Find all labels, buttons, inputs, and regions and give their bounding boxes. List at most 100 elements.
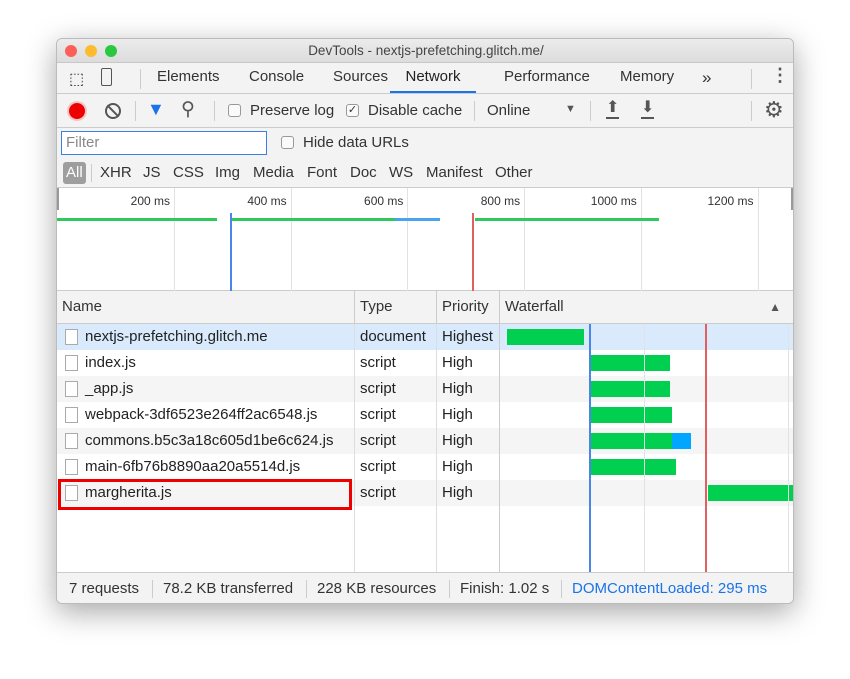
overview-gridline: [757, 188, 759, 291]
more-tabs-icon[interactable]: »: [702, 68, 712, 87]
request-priority: High: [442, 380, 473, 397]
waterfall-bar[interactable]: [591, 355, 670, 371]
request-name[interactable]: main-6fb76b8890aa20a5514d.js: [85, 458, 301, 475]
filter-row: Filter Hide data URLs: [57, 128, 793, 158]
type-filter-css[interactable]: CSS: [173, 164, 204, 181]
hide-data-urls-checkbox[interactable]: [281, 136, 294, 149]
request-type: script: [360, 458, 396, 475]
request-name[interactable]: webpack-3df6523e264ff2ac6548.js: [85, 406, 318, 423]
gear-icon[interactable]: ⚙: [764, 97, 784, 122]
file-icon: [65, 459, 78, 475]
column-header-waterfall[interactable]: Waterfall ▲: [500, 291, 793, 324]
overview-gridline: [407, 188, 409, 291]
request-name[interactable]: nextjs-prefetching.glitch.me: [85, 328, 268, 345]
divider: [152, 580, 153, 598]
overview-tick-label: 400 ms: [247, 194, 287, 208]
request-name[interactable]: commons.b5c3a18c605d1be6c624.js: [85, 432, 334, 449]
table-row[interactable]: main-6fb76b8890aa20a5514d.js script High: [57, 454, 793, 480]
hide-data-urls-label: Hide data URLs: [303, 134, 409, 151]
type-filter-media[interactable]: Media: [253, 164, 294, 181]
divider: [561, 580, 562, 598]
minimize-button[interactable]: [85, 45, 97, 57]
kebab-menu-icon[interactable]: ⋮: [771, 65, 789, 85]
overview-right-handle[interactable]: [791, 188, 793, 210]
tab-performance[interactable]: Performance: [504, 68, 590, 85]
import-har-icon[interactable]: ⬆: [606, 99, 620, 119]
request-type: script: [360, 484, 396, 501]
table-row[interactable]: commons.b5c3a18c605d1be6c624.js script H…: [57, 428, 793, 454]
clear-icon[interactable]: [105, 103, 121, 119]
network-toolbar: ▼ ⚲ Preserve log ✓ Disable cache Online …: [57, 94, 793, 128]
preserve-log-label: Preserve log: [250, 102, 335, 119]
column-divider: [436, 324, 437, 572]
waterfall-bar[interactable]: [591, 433, 672, 449]
waterfall-bar[interactable]: [708, 485, 793, 501]
overview-left-handle[interactable]: [57, 188, 59, 210]
divider: [590, 101, 591, 121]
preserve-log-checkbox[interactable]: [228, 104, 241, 117]
waterfall-gridline: [788, 324, 789, 572]
waterfall-bar[interactable]: [591, 459, 676, 475]
overview-gridline: [174, 188, 175, 291]
table-row[interactable]: index.js script High: [57, 350, 793, 376]
window-title: DevTools - nextjs-prefetching.glitch.me/: [308, 43, 544, 58]
waterfall-bar[interactable]: [507, 329, 584, 345]
status-bar: 7 requests 78.2 KB transferred 228 KB re…: [57, 572, 793, 603]
device-toolbar-icon[interactable]: [101, 68, 112, 86]
request-name[interactable]: margherita.js: [85, 484, 172, 501]
request-priority: High: [442, 354, 473, 371]
divider: [751, 69, 752, 89]
inspect-element-icon[interactable]: ⬚: [69, 71, 85, 88]
table-row[interactable]: nextjs-prefetching.glitch.me document Hi…: [57, 324, 793, 350]
type-filter-doc[interactable]: Doc: [350, 164, 377, 181]
disable-cache-checkbox[interactable]: ✓: [346, 104, 359, 117]
table-row[interactable]: margherita.js script High: [57, 480, 793, 506]
filter-input[interactable]: Filter: [61, 131, 267, 155]
record-icon[interactable]: [69, 103, 85, 119]
type-filter-all[interactable]: All: [63, 162, 86, 184]
type-filter-xhr[interactable]: XHR: [100, 164, 132, 181]
search-icon[interactable]: ⚲: [181, 99, 195, 120]
divider: [306, 580, 307, 598]
resource-type-filters: All XHR JS CSS Img Media Font Doc WS Manifest Othe…: [57, 158, 793, 188]
waterfall-download-bar[interactable]: [672, 433, 691, 449]
divider: [214, 101, 215, 121]
column-header-type[interactable]: Type: [355, 291, 437, 324]
request-type: script: [360, 380, 396, 397]
finish-time: Finish: 1.02 s: [460, 580, 550, 597]
column-divider: [354, 324, 355, 572]
type-filter-manifest[interactable]: Manifest: [426, 164, 483, 181]
close-button[interactable]: [65, 45, 77, 57]
tab-console[interactable]: Console: [249, 68, 305, 85]
type-filter-js[interactable]: JS: [143, 164, 161, 181]
overview-gridline: [290, 188, 292, 291]
type-filter-font[interactable]: Font: [307, 164, 338, 181]
chevron-down-icon[interactable]: ▼: [565, 103, 576, 115]
export-har-icon[interactable]: ⬇: [641, 99, 655, 119]
request-name[interactable]: _app.js: [85, 380, 134, 397]
transferred-size: 78.2 KB transferred: [163, 580, 294, 597]
column-header-priority[interactable]: Priority: [437, 291, 500, 324]
file-icon: [65, 407, 78, 423]
throttling-select[interactable]: Online: [487, 102, 531, 119]
overview-bar: [395, 218, 440, 221]
table-row[interactable]: _app.js script High: [57, 376, 793, 402]
request-name[interactable]: index.js: [85, 354, 136, 371]
table-row[interactable]: webpack-3df6523e264ff2ac6548.js script H…: [57, 402, 793, 428]
zoom-button[interactable]: [105, 45, 117, 57]
column-header-name[interactable]: Name: [57, 291, 355, 324]
divider: [135, 101, 136, 121]
type-filter-ws[interactable]: WS: [389, 164, 414, 181]
type-filter-other[interactable]: Other: [495, 164, 533, 181]
waterfall-bar[interactable]: [591, 381, 670, 397]
tab-network[interactable]: Network: [390, 63, 476, 93]
overview-tick-label: 1000 ms: [590, 194, 637, 208]
tab-elements[interactable]: Elements: [157, 68, 220, 85]
filter-icon[interactable]: ▼: [147, 99, 165, 119]
waterfall-bar[interactable]: [591, 407, 672, 423]
tab-sources[interactable]: Sources: [333, 68, 389, 85]
type-filter-img[interactable]: Img: [215, 164, 241, 181]
dcl-line: [589, 324, 591, 572]
waterfall-label: Waterfall: [505, 298, 564, 315]
tab-memory[interactable]: Memory: [620, 68, 675, 85]
